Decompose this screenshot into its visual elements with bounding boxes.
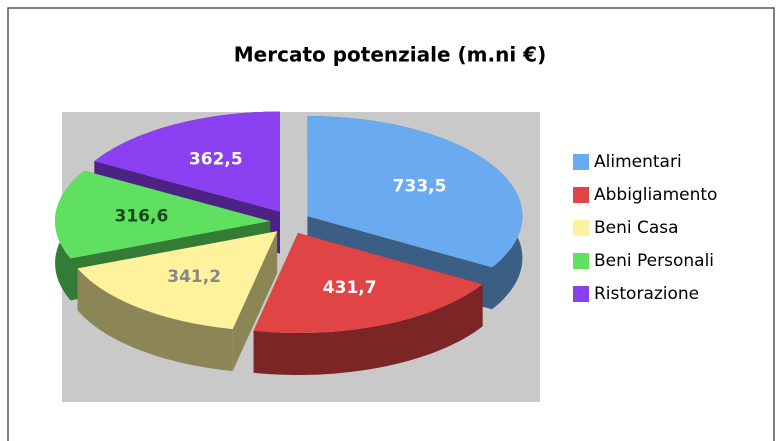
data-label: 316,6: [115, 207, 169, 227]
legend-label: Alimentari: [594, 152, 682, 172]
legend-label: Abbigliamento: [594, 185, 717, 205]
slice: [253, 233, 483, 375]
legend-swatch: [573, 187, 589, 203]
slice: [307, 116, 523, 268]
slice: [55, 170, 271, 259]
slice-side: [253, 284, 483, 375]
slice: [94, 111, 281, 212]
chart-title: Mercato potenziale (m.ni €): [234, 43, 546, 67]
data-label: 362,5: [189, 150, 243, 170]
slice: [253, 233, 483, 333]
data-label: 341,2: [167, 267, 221, 287]
legend-label: Ristorazione: [594, 284, 699, 304]
slice: [77, 231, 278, 371]
legend-swatch: [573, 286, 589, 302]
data-label: 733,5: [393, 176, 447, 196]
legend-swatch: [573, 154, 589, 170]
data-label: 431,7: [323, 278, 377, 298]
legend-label: Beni Personali: [594, 251, 714, 271]
legend-swatch: [573, 220, 589, 236]
legend-swatch: [573, 253, 589, 269]
slice: [77, 231, 278, 329]
slice-side: [77, 268, 233, 371]
legend-label: Beni Casa: [594, 218, 679, 238]
